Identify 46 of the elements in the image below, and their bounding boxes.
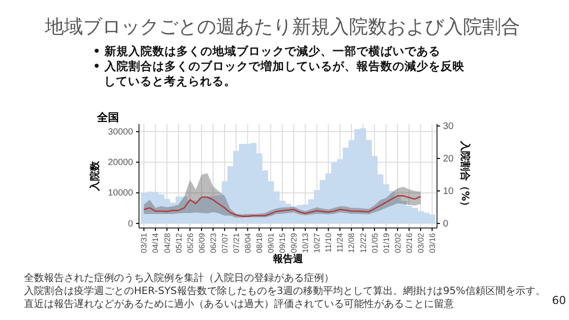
x-tick-label: 07/21 (232, 232, 241, 254)
x-tick-label: 07/07 (220, 232, 230, 254)
y2-tick-label: 20 (443, 153, 454, 164)
y-tick-label: 0 (128, 218, 133, 228)
y-tick-label: 30000 (108, 126, 133, 137)
y2-axis-title: 入院割合（%） (459, 140, 471, 212)
text: 全数報告された症例のうち入院例を集計（入院日の登録がある症例） (24, 272, 334, 284)
x-tick-label: 01/05 (370, 232, 380, 254)
x-tick-label: 02/16 (404, 232, 414, 254)
y2-tick-label: 10 (443, 186, 454, 197)
x-tick-label: 01/19 (382, 232, 391, 254)
x-tick-label: 12/08 (347, 232, 356, 254)
text: • 入院割合は多くのブロックで増加しているが、報告数の減少を反映していると考えられる。 (93, 59, 466, 88)
y2-tick-label: 0 (443, 218, 448, 230)
x-tick-label: 04/28 (162, 232, 172, 254)
x-tick-label: 11/24 (336, 232, 345, 252)
x-axis-title: 報告週 (272, 253, 304, 265)
x-tick-label: 03/02 (416, 232, 426, 254)
x-tick-label: 09/15 (278, 232, 288, 254)
x-tick-label: 03/16 (428, 232, 437, 254)
y-tick-label: 20000 (108, 157, 133, 168)
x-tick-label: 12/22 (358, 232, 368, 254)
y-tick-label: 10000 (108, 188, 133, 198)
x-tick-label: 08/18 (254, 232, 264, 254)
x-tick-label: 10/13 (301, 232, 310, 254)
chart-subtitle: 全国 (96, 111, 119, 124)
x-tick-label: 05/12 (174, 232, 184, 254)
text: 入院割合は疫学週ごとのHER-SYS報告数で除したものを3週の移動平均として算出。網掛けは95%信頼区間を示す。 (24, 285, 546, 297)
chart-title: 地域ブロックごとの週あたり新規入院数および入院割合 (44, 16, 520, 38)
x-tick-label: 11/10 (324, 232, 334, 252)
x-tick-label: 09/01 (266, 232, 276, 254)
x-tick-label: 03/31 (140, 232, 149, 254)
text: • 新規入院数は多くの地域ブロックで減少、一部で横ばいである (93, 44, 440, 58)
x-tick-label: 10/27 (312, 232, 322, 254)
y-axis-title: 入院数 (89, 160, 101, 192)
text: 60 (552, 294, 566, 307)
x-tick-label: 06/23 (208, 232, 218, 254)
line-series (143, 195, 422, 217)
text: 直近は報告遅れなどがあるために過小（あるいは過大）評価されている可能性があることに留意 (24, 298, 454, 310)
x-tick-label: 04/14 (151, 232, 160, 254)
x-tick-label: 09/29 (290, 232, 299, 254)
y2-tick-label: 30 (443, 120, 454, 132)
x-tick-label: 08/04 (243, 232, 252, 254)
x-tick-label: 05/26 (186, 232, 195, 254)
x-tick-label: 06/09 (197, 232, 206, 254)
x-tick-label: 02/02 (393, 232, 402, 254)
